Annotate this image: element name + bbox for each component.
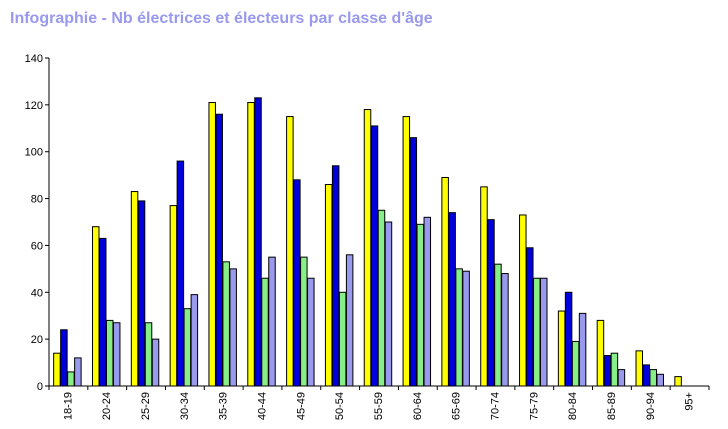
bar-18-19-s2 xyxy=(67,371,75,387)
bar-40-44-s3 xyxy=(268,256,276,387)
bar-70-74-s3 xyxy=(501,273,509,387)
bar-25-29-s3 xyxy=(151,338,160,387)
bar-20-24-s3 xyxy=(112,322,121,387)
y-tick-label: 80 xyxy=(31,194,43,206)
bar-85-89-s2 xyxy=(610,352,619,387)
bar-45-49-s1 xyxy=(293,179,301,387)
bar-60-64-s0 xyxy=(402,116,411,387)
x-tick-label: 75-79 xyxy=(528,392,540,420)
bar-30-34-s3 xyxy=(190,294,199,387)
y-tick-label: 100 xyxy=(25,147,43,159)
bar-65-69-s3 xyxy=(462,270,470,387)
x-tick-label: 18-19 xyxy=(62,392,74,420)
bar-75-79-s2 xyxy=(533,277,541,387)
bar-45-49-s0 xyxy=(286,116,294,387)
bar-80-84-s2 xyxy=(571,340,580,387)
bar-50-54-s0 xyxy=(324,184,333,387)
bar-30-34-s0 xyxy=(169,205,178,387)
bar-90-94-s0 xyxy=(635,350,644,387)
x-tick-label: 60-64 xyxy=(412,392,424,420)
bar-40-44-s1 xyxy=(254,97,262,387)
bar-25-29-s1 xyxy=(137,200,146,387)
bar-80-84-s1 xyxy=(564,291,573,387)
x-tick-label: 50-54 xyxy=(334,392,346,420)
bar-25-29-s2 xyxy=(144,322,153,387)
bar-60-64-s1 xyxy=(409,137,418,387)
bar-35-39-s0 xyxy=(208,102,216,387)
x-tick-label: 45-49 xyxy=(295,392,307,420)
bar-40-44-s0 xyxy=(247,102,255,387)
x-tick-label: 70-74 xyxy=(489,392,501,420)
x-tick-label: 25-29 xyxy=(140,392,152,420)
bar-60-64-s3 xyxy=(423,216,432,387)
bar-20-24-s1 xyxy=(98,237,107,387)
bar-50-54-s2 xyxy=(338,291,347,387)
bar-75-79-s1 xyxy=(526,247,534,387)
y-tick-label: 120 xyxy=(25,100,43,112)
bar-18-19-s1 xyxy=(60,329,68,387)
bar-80-84-s0 xyxy=(557,310,566,387)
x-tick-label: 35-39 xyxy=(218,392,230,420)
bar-45-49-s2 xyxy=(300,256,308,387)
bar-50-54-s3 xyxy=(345,254,354,387)
bar-18-19-s0 xyxy=(53,352,61,387)
y-tick-label: 0 xyxy=(37,381,43,393)
x-tick-label: 30-34 xyxy=(179,392,191,420)
bar-55-59-s3 xyxy=(384,221,393,387)
bar-90-94-s2 xyxy=(649,369,657,387)
bar-70-74-s2 xyxy=(494,263,502,387)
x-tick-label: 55-59 xyxy=(373,392,385,420)
bar-65-69-s1 xyxy=(448,212,456,387)
x-tick-label: 90-94 xyxy=(645,392,657,420)
bar-85-89-s1 xyxy=(603,355,612,387)
bar-40-44-s2 xyxy=(261,277,269,387)
bar-60-64-s2 xyxy=(416,223,425,387)
x-tick-label: 65-69 xyxy=(451,392,463,420)
bar-20-24-s2 xyxy=(105,319,114,387)
bar-85-89-s0 xyxy=(596,319,605,387)
bar-18-19-s3 xyxy=(74,357,82,387)
bar-20-24-s0 xyxy=(91,226,100,387)
x-tick-label: 85-89 xyxy=(606,392,618,420)
x-tick-label: 95+ xyxy=(684,392,696,411)
bar-65-69-s2 xyxy=(455,268,463,387)
bar-65-69-s0 xyxy=(441,176,449,387)
bar-30-34-s1 xyxy=(176,160,185,387)
bar-35-39-s3 xyxy=(229,268,237,387)
x-tick-label: 20-24 xyxy=(101,392,113,420)
bar-50-54-s1 xyxy=(331,165,340,387)
bar-35-39-s2 xyxy=(222,261,230,387)
bar-85-89-s3 xyxy=(617,369,626,387)
bar-55-59-s2 xyxy=(377,209,386,387)
y-tick-label: 20 xyxy=(31,334,43,346)
x-tick-label: 80-84 xyxy=(567,392,579,420)
y-tick-label: 60 xyxy=(31,240,43,252)
bar-70-74-s1 xyxy=(487,219,495,387)
bar-80-84-s3 xyxy=(578,312,587,387)
bar-55-59-s1 xyxy=(370,125,379,387)
bar-90-94-s3 xyxy=(656,373,664,387)
bar-25-29-s0 xyxy=(130,191,139,387)
bar-35-39-s1 xyxy=(215,113,223,387)
bar-95+-s0 xyxy=(674,376,682,387)
bar-45-49-s3 xyxy=(307,277,315,387)
x-tick-label: 40-44 xyxy=(257,392,269,420)
bar-55-59-s0 xyxy=(363,109,372,387)
bar-90-94-s1 xyxy=(642,364,650,387)
y-tick-label: 40 xyxy=(31,287,43,299)
chart-title: Infographie - Nb électrices et électeurs… xyxy=(10,10,433,27)
y-tick-label: 140 xyxy=(25,53,43,65)
bar-75-79-s0 xyxy=(519,214,527,387)
bar-30-34-s2 xyxy=(183,308,192,387)
bar-70-74-s0 xyxy=(480,186,488,387)
bar-75-79-s3 xyxy=(540,277,548,387)
